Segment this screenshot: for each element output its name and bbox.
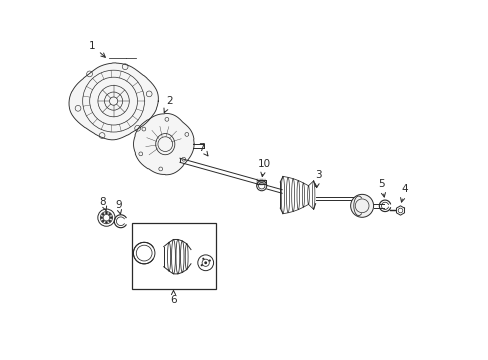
Circle shape bbox=[200, 264, 203, 266]
Text: 5: 5 bbox=[377, 179, 385, 197]
Circle shape bbox=[202, 258, 204, 260]
Circle shape bbox=[108, 213, 111, 215]
Circle shape bbox=[350, 194, 373, 217]
Text: 3: 3 bbox=[314, 170, 321, 188]
Circle shape bbox=[102, 213, 104, 215]
Polygon shape bbox=[69, 63, 158, 140]
Circle shape bbox=[110, 217, 112, 219]
Text: 1: 1 bbox=[89, 41, 105, 57]
Text: 7: 7 bbox=[198, 143, 207, 156]
Text: 2: 2 bbox=[163, 96, 172, 113]
Circle shape bbox=[102, 220, 104, 222]
Circle shape bbox=[101, 217, 102, 219]
Text: 4: 4 bbox=[400, 184, 407, 202]
Circle shape bbox=[204, 261, 207, 264]
Circle shape bbox=[105, 221, 107, 224]
Bar bbox=[131, 223, 215, 289]
Text: 10: 10 bbox=[257, 159, 270, 176]
Text: 8: 8 bbox=[100, 197, 106, 211]
Text: 6: 6 bbox=[170, 289, 177, 305]
Circle shape bbox=[108, 220, 111, 222]
Text: 9: 9 bbox=[115, 200, 122, 214]
Polygon shape bbox=[133, 113, 194, 175]
Circle shape bbox=[105, 212, 107, 214]
Circle shape bbox=[208, 260, 210, 262]
